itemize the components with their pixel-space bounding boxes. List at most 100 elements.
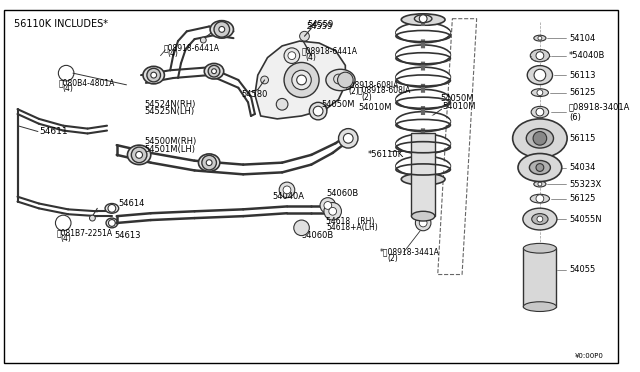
Circle shape bbox=[294, 220, 309, 235]
Circle shape bbox=[131, 147, 147, 163]
Text: (4): (4) bbox=[60, 234, 71, 243]
Circle shape bbox=[329, 208, 337, 215]
Text: 54055N: 54055N bbox=[569, 215, 602, 224]
Ellipse shape bbox=[531, 194, 550, 203]
Text: 54055: 54055 bbox=[569, 265, 595, 274]
Text: 54050M: 54050M bbox=[321, 100, 355, 109]
Circle shape bbox=[309, 102, 327, 120]
Circle shape bbox=[284, 48, 300, 64]
Ellipse shape bbox=[401, 173, 445, 185]
Circle shape bbox=[212, 69, 216, 74]
Text: (2): (2) bbox=[348, 87, 359, 96]
Text: 54524N(RH): 54524N(RH) bbox=[144, 100, 195, 109]
Ellipse shape bbox=[524, 302, 556, 311]
Text: 56125: 56125 bbox=[569, 88, 595, 97]
Circle shape bbox=[297, 75, 307, 85]
Ellipse shape bbox=[531, 89, 548, 96]
Bar bbox=[412, 134, 435, 216]
Circle shape bbox=[415, 215, 431, 231]
Text: 54618+A(LH): 54618+A(LH) bbox=[326, 223, 378, 232]
Ellipse shape bbox=[524, 243, 556, 253]
Ellipse shape bbox=[326, 69, 355, 91]
Circle shape bbox=[537, 216, 543, 222]
Text: 54040A: 54040A bbox=[273, 192, 305, 201]
Text: *56110K: *56110K bbox=[368, 150, 404, 159]
Ellipse shape bbox=[513, 119, 567, 158]
Polygon shape bbox=[255, 41, 346, 119]
Circle shape bbox=[339, 129, 358, 148]
Text: *ⓝ08918-3441A: *ⓝ08918-3441A bbox=[380, 248, 439, 257]
Ellipse shape bbox=[532, 214, 548, 225]
Circle shape bbox=[56, 215, 71, 231]
Text: (2): (2) bbox=[387, 254, 398, 263]
Circle shape bbox=[288, 52, 296, 60]
Ellipse shape bbox=[204, 64, 224, 79]
Ellipse shape bbox=[518, 154, 562, 182]
Circle shape bbox=[538, 36, 542, 40]
Circle shape bbox=[276, 99, 288, 110]
Ellipse shape bbox=[534, 181, 546, 187]
Circle shape bbox=[151, 72, 157, 78]
Circle shape bbox=[419, 15, 427, 23]
Circle shape bbox=[324, 202, 342, 220]
Text: 54580: 54580 bbox=[241, 90, 268, 99]
Text: ⓝ08918-6441A: ⓝ08918-6441A bbox=[301, 46, 358, 55]
Text: 54559: 54559 bbox=[307, 20, 333, 29]
Text: (4): (4) bbox=[305, 53, 316, 62]
Ellipse shape bbox=[415, 15, 432, 23]
Circle shape bbox=[538, 182, 542, 186]
Text: 56115: 56115 bbox=[569, 134, 595, 143]
Circle shape bbox=[108, 205, 116, 212]
Circle shape bbox=[333, 74, 344, 84]
Circle shape bbox=[337, 72, 353, 88]
Text: 54618   (RH): 54618 (RH) bbox=[326, 217, 374, 225]
Text: 54010M: 54010M bbox=[443, 102, 476, 111]
Circle shape bbox=[300, 31, 309, 41]
Ellipse shape bbox=[412, 211, 435, 221]
Circle shape bbox=[136, 151, 143, 158]
Text: 54050M: 54050M bbox=[441, 94, 474, 103]
Text: 54614: 54614 bbox=[118, 199, 145, 208]
Circle shape bbox=[108, 219, 115, 227]
Circle shape bbox=[202, 155, 216, 170]
Ellipse shape bbox=[527, 65, 552, 84]
Circle shape bbox=[260, 76, 269, 84]
Ellipse shape bbox=[523, 208, 557, 230]
Ellipse shape bbox=[396, 26, 451, 39]
Circle shape bbox=[313, 106, 323, 116]
Ellipse shape bbox=[401, 14, 445, 26]
Circle shape bbox=[344, 134, 353, 143]
Ellipse shape bbox=[198, 154, 220, 171]
Ellipse shape bbox=[105, 203, 118, 213]
Circle shape bbox=[320, 198, 335, 213]
Text: 54500M(RH): 54500M(RH) bbox=[144, 137, 196, 146]
Circle shape bbox=[90, 215, 95, 221]
Circle shape bbox=[534, 69, 546, 81]
Text: 54501M(LH): 54501M(LH) bbox=[144, 145, 195, 154]
Circle shape bbox=[58, 65, 74, 81]
Text: ⓝ08918-3401A
(6): ⓝ08918-3401A (6) bbox=[569, 102, 630, 122]
Ellipse shape bbox=[396, 137, 451, 151]
Text: *54040B: *54040B bbox=[569, 51, 605, 60]
Text: ⓝ08918-608IA: ⓝ08918-608IA bbox=[346, 80, 399, 89]
Text: 54525N(LH): 54525N(LH) bbox=[144, 107, 194, 116]
Circle shape bbox=[200, 37, 206, 43]
Text: ¥0:00P0: ¥0:00P0 bbox=[574, 353, 603, 359]
Text: Ⓑ080B4-4801A: Ⓑ080B4-4801A bbox=[58, 78, 115, 87]
Text: 54613: 54613 bbox=[115, 231, 141, 240]
Text: 54104: 54104 bbox=[569, 33, 595, 43]
Ellipse shape bbox=[210, 20, 234, 38]
Ellipse shape bbox=[531, 49, 550, 62]
Text: (4): (4) bbox=[167, 49, 178, 58]
Text: 56113: 56113 bbox=[569, 71, 596, 80]
Circle shape bbox=[315, 103, 327, 115]
Text: 54010M: 54010M bbox=[358, 103, 392, 112]
Circle shape bbox=[537, 90, 543, 96]
Circle shape bbox=[536, 52, 544, 60]
Circle shape bbox=[533, 132, 547, 145]
Text: 54611: 54611 bbox=[39, 127, 68, 136]
Circle shape bbox=[292, 70, 311, 90]
Circle shape bbox=[324, 202, 332, 209]
Circle shape bbox=[147, 68, 161, 82]
Ellipse shape bbox=[396, 115, 451, 128]
